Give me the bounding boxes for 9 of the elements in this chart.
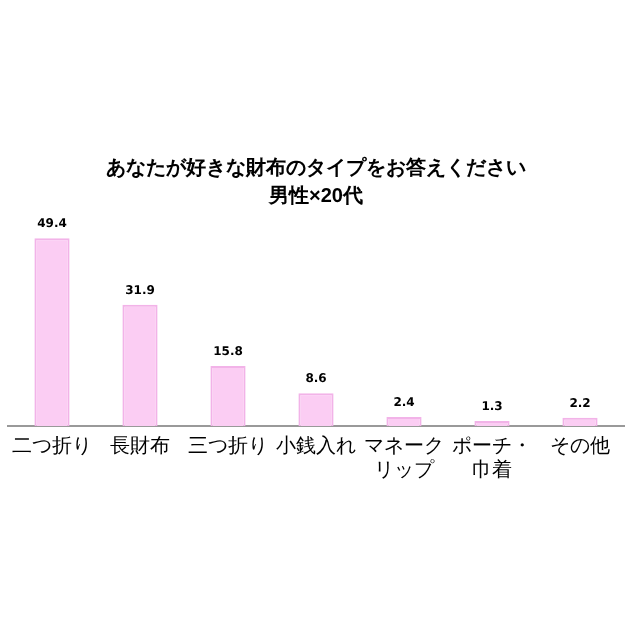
x-tick-label: 三つ折り [188, 433, 268, 458]
x-tick-label: 二つ折り [12, 433, 92, 458]
chart-title: あなたが好きな財布のタイプをお答えください [106, 155, 526, 180]
x-tick-label: マネークリップ [364, 435, 444, 482]
chart-subtitle: 男性×20代 [267, 183, 363, 208]
x-tick-label: その他 [550, 433, 610, 458]
x-tick-label: 小銭入れ [276, 433, 356, 458]
x-tick-label: 長財布 [110, 433, 170, 458]
x-tick-label: ポーチ・巾着 [452, 435, 532, 482]
